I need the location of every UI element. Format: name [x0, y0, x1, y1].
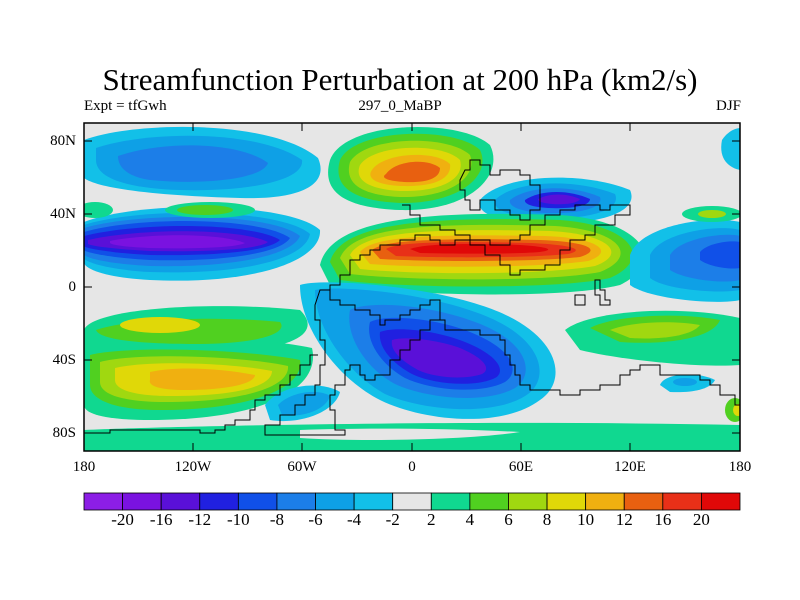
y-tick-label: 40N: [50, 206, 76, 222]
colorbar-swatch: [662, 492, 702, 511]
y-tick-label: 40S: [52, 352, 76, 368]
tick-marks: [84, 123, 740, 451]
y-tick-label: 80N: [50, 133, 76, 149]
x-tick-label: 120E: [614, 459, 646, 475]
colorbar-swatch: [160, 492, 201, 511]
plot-title: Streamfunction Perturbation at 200 hPa (…: [102, 62, 698, 97]
south-indian-positive: [84, 310, 740, 451]
europe-high-positive: [328, 126, 494, 211]
map-frame: [83, 122, 741, 452]
colorbar-swatch: [508, 492, 548, 511]
map-plot-area: [84, 123, 740, 451]
coastlines: [84, 159, 740, 436]
colorbar-label: -20: [111, 510, 134, 529]
colorbar-swatch: [469, 492, 509, 511]
experiment-label: Expt = tfGwh: [84, 98, 167, 114]
south-indian-small-negative: [265, 374, 715, 422]
run-label: 297_0_MaBP: [358, 98, 442, 114]
x-tick-label: 180: [728, 459, 752, 475]
colorbar-swatch: [83, 492, 123, 511]
x-tick-label: 60W: [287, 459, 317, 475]
south-atlantic-negative: [300, 282, 556, 419]
colorbar-swatch: [122, 492, 162, 511]
colorbar: [83, 492, 741, 511]
colorbar-label: -16: [149, 510, 173, 529]
y-tick-label: 80S: [52, 425, 76, 441]
colorbar-swatch: [430, 492, 471, 511]
colorbar-label: -8: [269, 510, 285, 529]
tropical-pacific-negative: [84, 207, 321, 281]
colorbar-label: -12: [188, 510, 212, 529]
colorbar-swatch: [585, 492, 625, 511]
x-tick-label: 60E: [508, 459, 534, 475]
season-label: DJF: [715, 98, 741, 114]
x-tick-label: 180: [72, 459, 96, 475]
colorbar-swatch: [701, 492, 741, 511]
colorbar-swatch: [353, 492, 394, 511]
subtropical-high-positive: [320, 213, 645, 295]
colorbar-label: 10: [577, 510, 595, 529]
y-tick-label: 0: [68, 279, 77, 295]
south-pacific-positive: [84, 306, 314, 420]
colorbar-label: -6: [308, 510, 323, 529]
x-tick-label: 120W: [174, 459, 212, 475]
colorbar-swatch: [546, 492, 587, 511]
colorbar-swatch: [276, 492, 316, 511]
colorbar-swatch: [623, 492, 664, 511]
x-tick-label: 0: [408, 459, 416, 475]
np-high-negative: [84, 126, 321, 199]
colorbar-label: 6: [504, 510, 513, 529]
asia-negative: [479, 177, 632, 225]
colorbar-swatch: [199, 492, 239, 511]
colorbar-label: 2: [427, 510, 436, 529]
colorbar-label: 8: [542, 510, 552, 529]
colorbar-swatch: [237, 492, 278, 511]
colorbar-label: 16: [654, 510, 672, 529]
colorbar-label: -2: [385, 510, 400, 529]
colorbar-label: -4: [347, 510, 362, 529]
colorbar-label: 4: [465, 510, 475, 529]
west-pacific-negative: [630, 219, 740, 302]
colorbar-label: 20: [692, 510, 710, 529]
colorbar-label: -10: [227, 510, 250, 529]
colorbar-swatch: [392, 492, 432, 511]
colorbar-label: 12: [615, 510, 633, 529]
colorbar-swatch: [315, 492, 355, 511]
